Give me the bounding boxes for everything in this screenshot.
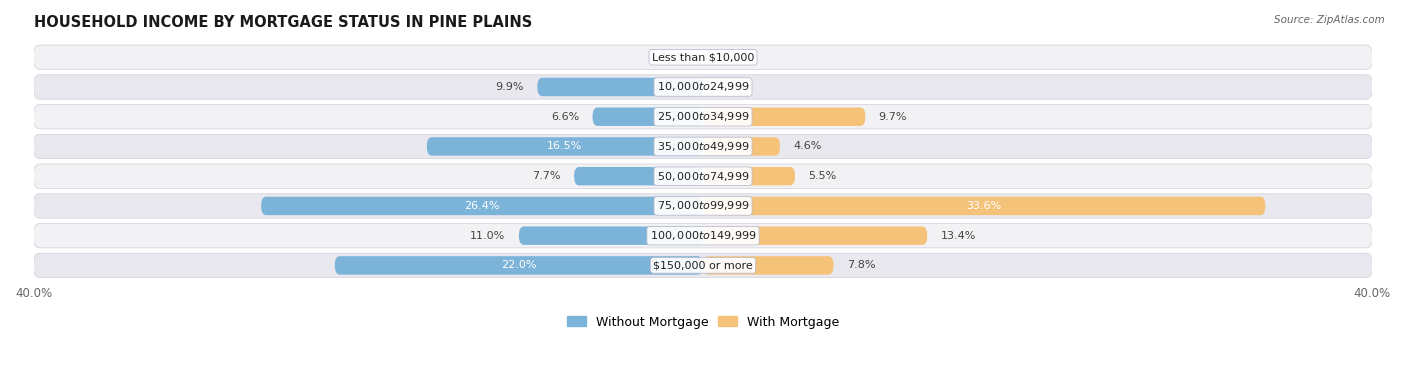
FancyBboxPatch shape xyxy=(335,256,703,274)
Text: 16.5%: 16.5% xyxy=(547,141,582,152)
FancyBboxPatch shape xyxy=(34,45,1372,69)
Text: 9.9%: 9.9% xyxy=(495,82,524,92)
Text: $10,000 to $24,999: $10,000 to $24,999 xyxy=(657,80,749,93)
FancyBboxPatch shape xyxy=(592,107,703,126)
Text: 0.0%: 0.0% xyxy=(658,52,686,62)
Text: $35,000 to $49,999: $35,000 to $49,999 xyxy=(657,140,749,153)
FancyBboxPatch shape xyxy=(34,224,1372,248)
Text: 7.8%: 7.8% xyxy=(846,261,876,270)
FancyBboxPatch shape xyxy=(537,78,703,96)
Text: Source: ZipAtlas.com: Source: ZipAtlas.com xyxy=(1274,15,1385,25)
Text: 0.0%: 0.0% xyxy=(720,82,748,92)
FancyBboxPatch shape xyxy=(703,227,928,245)
FancyBboxPatch shape xyxy=(703,107,865,126)
FancyBboxPatch shape xyxy=(427,137,703,156)
Text: 22.0%: 22.0% xyxy=(501,261,537,270)
FancyBboxPatch shape xyxy=(262,197,703,215)
FancyBboxPatch shape xyxy=(34,164,1372,188)
Legend: Without Mortgage, With Mortgage: Without Mortgage, With Mortgage xyxy=(567,316,839,328)
FancyBboxPatch shape xyxy=(34,134,1372,159)
Text: $100,000 to $149,999: $100,000 to $149,999 xyxy=(650,229,756,242)
FancyBboxPatch shape xyxy=(703,167,794,185)
Text: 4.6%: 4.6% xyxy=(793,141,821,152)
Text: 11.0%: 11.0% xyxy=(470,231,506,241)
Text: HOUSEHOLD INCOME BY MORTGAGE STATUS IN PINE PLAINS: HOUSEHOLD INCOME BY MORTGAGE STATUS IN P… xyxy=(34,15,531,30)
FancyBboxPatch shape xyxy=(703,137,780,156)
Text: 7.7%: 7.7% xyxy=(533,171,561,181)
FancyBboxPatch shape xyxy=(34,104,1372,129)
Text: Less than $10,000: Less than $10,000 xyxy=(652,52,754,62)
FancyBboxPatch shape xyxy=(34,253,1372,277)
Text: 9.7%: 9.7% xyxy=(879,112,907,122)
Text: $150,000 or more: $150,000 or more xyxy=(654,261,752,270)
Text: 26.4%: 26.4% xyxy=(464,201,501,211)
FancyBboxPatch shape xyxy=(703,256,834,274)
Text: 0.0%: 0.0% xyxy=(720,52,748,62)
FancyBboxPatch shape xyxy=(703,197,1265,215)
Text: $50,000 to $74,999: $50,000 to $74,999 xyxy=(657,170,749,183)
FancyBboxPatch shape xyxy=(519,227,703,245)
FancyBboxPatch shape xyxy=(574,167,703,185)
Text: $25,000 to $34,999: $25,000 to $34,999 xyxy=(657,110,749,123)
Text: 6.6%: 6.6% xyxy=(551,112,579,122)
FancyBboxPatch shape xyxy=(34,194,1372,218)
Text: 33.6%: 33.6% xyxy=(966,201,1002,211)
Text: $75,000 to $99,999: $75,000 to $99,999 xyxy=(657,199,749,212)
FancyBboxPatch shape xyxy=(34,75,1372,99)
Text: 13.4%: 13.4% xyxy=(941,231,976,241)
Text: 5.5%: 5.5% xyxy=(808,171,837,181)
